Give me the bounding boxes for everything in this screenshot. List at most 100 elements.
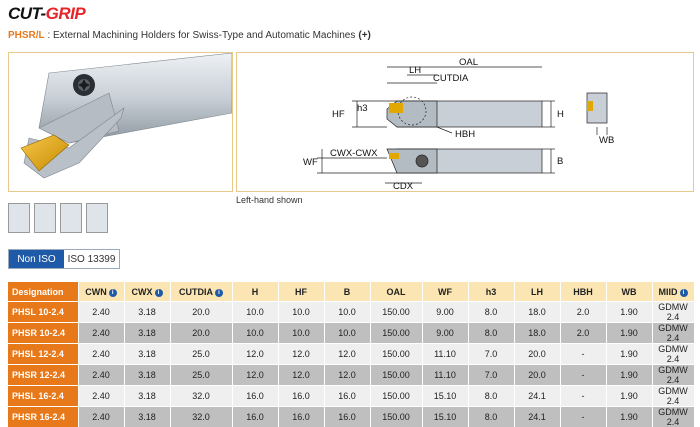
- table-cell: 24.1: [514, 407, 560, 427]
- table-cell: 16.0: [232, 407, 278, 427]
- table-cell: 150.00: [370, 344, 422, 365]
- table-cell: GDMW 2.4: [652, 407, 694, 427]
- table-cell: 20.0: [170, 302, 232, 323]
- table-cell: GDMW 2.4: [652, 323, 694, 344]
- designation-cell[interactable]: PHSL 10-2.4: [8, 302, 78, 323]
- dim-h-label: H: [557, 109, 564, 120]
- table-cell: 7.0: [468, 344, 514, 365]
- column-header-label: B: [344, 287, 351, 297]
- table-cell: 12.0: [232, 365, 278, 386]
- table-cell: 2.0: [560, 302, 606, 323]
- table-cell: 10.0: [278, 302, 324, 323]
- dim-h3-label: h3: [357, 103, 368, 114]
- table-cell: 10.0: [278, 323, 324, 344]
- table-cell: 12.0: [324, 365, 370, 386]
- dim-hf-label: HF: [332, 109, 345, 120]
- dim-cwx-label: CWX-CWX: [330, 148, 378, 159]
- table-cell: 12.0: [278, 344, 324, 365]
- brand-logo: CUT-GRIP: [8, 4, 85, 24]
- column-header: WF: [422, 282, 468, 302]
- column-header-label: WF: [438, 287, 452, 297]
- table-cell: 3.18: [124, 386, 170, 407]
- column-header: HF: [278, 282, 324, 302]
- table-cell: 11.10: [422, 344, 468, 365]
- table-cell: 10.0: [324, 302, 370, 323]
- info-icon[interactable]: i: [215, 289, 223, 297]
- table-cell: 25.0: [170, 365, 232, 386]
- tab-non-iso[interactable]: Non ISO: [9, 250, 64, 268]
- table-cell: 16.0: [278, 407, 324, 427]
- tab-iso-13399[interactable]: ISO 13399: [64, 250, 119, 268]
- column-header-label: H: [252, 287, 259, 297]
- application-thumbnail-4[interactable]: [86, 203, 108, 233]
- table-cell: 3.18: [124, 302, 170, 323]
- table-cell: 2.40: [78, 365, 124, 386]
- dimension-drawing: OAL LH CUTDIA HF h3 HBH H WF CWX-CWX CDX…: [237, 53, 693, 191]
- table-cell: 3.18: [124, 323, 170, 344]
- application-thumbnail-3[interactable]: [60, 203, 82, 233]
- dim-wf-label: WF: [303, 157, 318, 168]
- table-cell: 20.0: [170, 323, 232, 344]
- table-cell: 8.0: [468, 302, 514, 323]
- table-cell: 8.0: [468, 323, 514, 344]
- designation-cell[interactable]: PHSL 12-2.4: [8, 344, 78, 365]
- info-icon[interactable]: i: [109, 289, 117, 297]
- table-cell: 1.90: [606, 344, 652, 365]
- table-cell: 8.0: [468, 407, 514, 427]
- column-header-label: Designation: [12, 287, 64, 297]
- dim-hbh-label: HBH: [455, 129, 475, 140]
- column-header-label: WB: [622, 287, 637, 297]
- page-subtitle: PHSR/L : External Machining Holders for …: [8, 30, 371, 41]
- table-cell: GDMW 2.4: [652, 365, 694, 386]
- table-cell: 150.00: [370, 386, 422, 407]
- table-cell: -: [560, 365, 606, 386]
- info-icon[interactable]: i: [155, 289, 163, 297]
- table-cell: 2.40: [78, 302, 124, 323]
- table-cell: -: [560, 386, 606, 407]
- dim-b-label: B: [557, 156, 563, 167]
- table-cell: 2.40: [78, 344, 124, 365]
- table-cell: 10.0: [232, 323, 278, 344]
- table-cell: 1.90: [606, 386, 652, 407]
- info-icon[interactable]: i: [680, 289, 688, 297]
- expand-toggle[interactable]: (+): [358, 30, 371, 41]
- table-cell: 2.40: [78, 407, 124, 427]
- table-cell: 1.90: [606, 302, 652, 323]
- dim-wb-label: WB: [599, 135, 614, 146]
- standard-tabs: Non ISO ISO 13399: [8, 249, 120, 269]
- table-cell: 1.90: [606, 323, 652, 344]
- table-cell: 7.0: [468, 365, 514, 386]
- table-cell: 16.0: [232, 386, 278, 407]
- table-cell: 150.00: [370, 302, 422, 323]
- designation-cell[interactable]: PHSR 10-2.4: [8, 323, 78, 344]
- application-thumbnail-2[interactable]: [34, 203, 56, 233]
- table-cell: 1.90: [606, 365, 652, 386]
- table-cell: 18.0: [514, 302, 560, 323]
- column-header-label: OAL: [387, 287, 406, 297]
- table-cell: 2.40: [78, 386, 124, 407]
- table-cell: 32.0: [170, 407, 232, 427]
- dim-cutdia-label: CUTDIA: [433, 73, 469, 84]
- tool-holder-image: [9, 53, 232, 191]
- designation-cell[interactable]: PHSR 12-2.4: [8, 365, 78, 386]
- dim-oal-label: OAL: [459, 57, 478, 68]
- table-cell: 2.40: [78, 323, 124, 344]
- table-cell: 3.18: [124, 407, 170, 427]
- designation-cell[interactable]: PHSR 16-2.4: [8, 407, 78, 427]
- column-header-label: HBH: [573, 287, 593, 297]
- column-header: Designation: [8, 282, 78, 302]
- designation-cell[interactable]: PHSL 16-2.4: [8, 386, 78, 407]
- application-thumbnail-1[interactable]: [8, 203, 30, 233]
- dim-lh-label: LH: [409, 65, 421, 76]
- table-cell: 10.0: [232, 302, 278, 323]
- column-header-label: LH: [531, 287, 543, 297]
- column-header: WB: [606, 282, 652, 302]
- table-cell: 32.0: [170, 386, 232, 407]
